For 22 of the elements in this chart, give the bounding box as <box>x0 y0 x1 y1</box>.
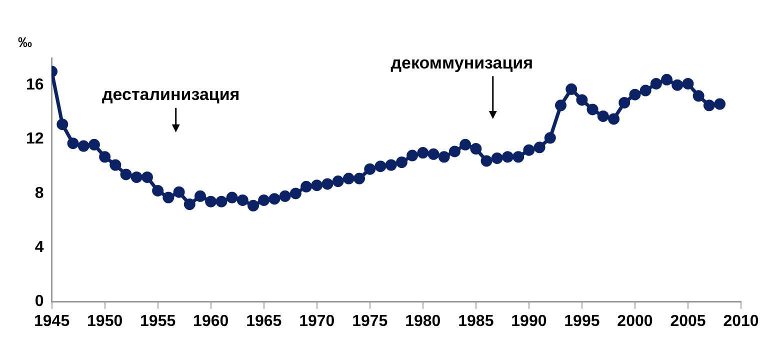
y-tick-label: 16 <box>26 76 44 94</box>
x-tick-label: 1955 <box>140 312 176 330</box>
x-tick-label: 1975 <box>352 312 388 330</box>
x-tick-label: 2000 <box>617 312 653 330</box>
x-tick-label: 1985 <box>458 312 494 330</box>
x-tick-label: 1945 <box>34 312 70 330</box>
y-tick-label: 0 <box>34 293 44 310</box>
x-tick-label: 1990 <box>511 312 547 330</box>
annotation: десталинизация <box>102 85 240 104</box>
y-tick-label: 8 <box>34 184 44 202</box>
annotation: декоммунизация <box>390 53 534 72</box>
y-tick-label: 12 <box>26 130 44 148</box>
y-axis-title: ‰ <box>18 34 32 50</box>
x-tick-label: 1980 <box>405 312 441 330</box>
x-tick-label: 1995 <box>564 312 600 330</box>
x-tick-label: 1960 <box>193 312 229 330</box>
x-tick-label: 2005 <box>670 312 706 330</box>
y-tick-label: 4 <box>34 239 44 256</box>
x-tick-label: 1950 <box>87 312 123 330</box>
x-tick-label: 1970 <box>299 312 335 330</box>
x-tick-label: 2010 <box>723 312 759 330</box>
x-tick-label: 1965 <box>246 312 282 330</box>
